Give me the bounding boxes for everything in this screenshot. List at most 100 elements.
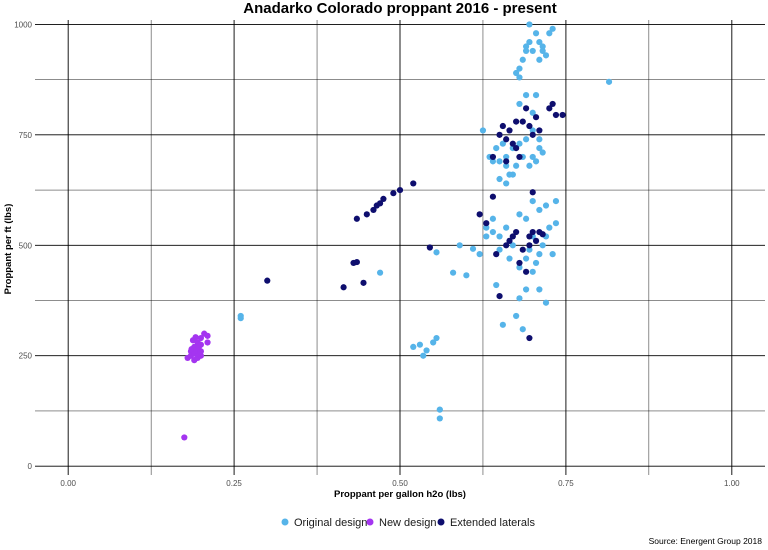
extended-laterals-point xyxy=(529,228,536,236)
y-axis-title: Proppant per ft (lbs) xyxy=(3,204,14,295)
extended-laterals-legend-label: Extended laterals xyxy=(450,517,535,529)
extended-laterals-point xyxy=(526,334,533,342)
original-design-point xyxy=(536,251,543,258)
x-tick-label: 0.50 xyxy=(392,479,408,488)
original-design-point xyxy=(516,295,523,302)
original-design-point xyxy=(513,69,520,77)
extended-laterals-point xyxy=(353,215,360,222)
original-design-point xyxy=(526,246,533,253)
extended-laterals-point xyxy=(516,259,523,267)
extended-laterals-point xyxy=(522,268,530,275)
original-design-legend-marker xyxy=(281,518,289,526)
extended-laterals-point xyxy=(380,195,387,203)
original-design-point xyxy=(489,158,497,165)
original-design-point xyxy=(489,215,497,222)
original-design-point xyxy=(519,56,526,63)
original-design-point xyxy=(449,269,457,276)
legend: Original design New design Extended latera… xyxy=(281,517,535,529)
original-design-point xyxy=(513,162,520,169)
original-design-point xyxy=(536,206,543,214)
original-design-point xyxy=(539,43,546,50)
extended-laterals-point xyxy=(529,189,536,196)
extended-laterals-point xyxy=(536,127,543,134)
extended-laterals-point xyxy=(549,100,556,108)
extended-laterals-point xyxy=(526,122,533,130)
extended-laterals-point xyxy=(360,279,367,286)
original-design-point xyxy=(532,30,540,37)
source-caption: Source: Energent Group 2018 xyxy=(649,536,763,546)
extended-laterals-point xyxy=(539,231,546,238)
extended-laterals-point xyxy=(476,211,483,218)
extended-laterals-point xyxy=(426,244,433,251)
original-design-point xyxy=(529,268,536,275)
new-design-point xyxy=(197,334,205,342)
original-design-point xyxy=(542,202,550,209)
original-design-point xyxy=(436,406,443,413)
new-design-point xyxy=(188,346,195,353)
original-design-point xyxy=(529,198,536,205)
data-points xyxy=(181,21,613,441)
original-design-point xyxy=(546,30,553,37)
original-design-point xyxy=(526,38,533,46)
original-design-point xyxy=(493,145,500,152)
extended-laterals-point xyxy=(559,111,566,119)
original-design-point xyxy=(493,281,500,289)
extended-laterals-point xyxy=(353,258,360,266)
original-design-point xyxy=(423,347,430,354)
original-design-point xyxy=(522,91,530,99)
original-design-point xyxy=(536,38,543,46)
extended-laterals-point xyxy=(483,220,490,227)
extended-laterals-point xyxy=(503,242,510,249)
extended-laterals-point xyxy=(546,105,553,112)
original-design-point xyxy=(516,264,523,271)
original-design-point xyxy=(416,341,424,348)
original-design-point xyxy=(542,52,550,59)
extended-laterals-point xyxy=(503,158,510,165)
extended-laterals-point xyxy=(340,284,347,291)
extended-laterals-point xyxy=(496,292,503,300)
original-design-point xyxy=(552,198,560,205)
original-design-point xyxy=(410,343,417,350)
original-design-point xyxy=(539,242,546,249)
extended-laterals-point xyxy=(396,186,404,194)
original-design-point xyxy=(532,259,540,267)
extended-laterals-point xyxy=(552,111,560,119)
original-design-point xyxy=(605,78,613,85)
extended-laterals-point xyxy=(390,190,397,197)
extended-laterals-point xyxy=(506,237,513,244)
original-design-point xyxy=(516,140,523,147)
new-design-point xyxy=(204,332,211,339)
grid xyxy=(35,20,765,475)
extended-laterals-legend-marker xyxy=(437,518,445,526)
original-design-point xyxy=(522,215,530,222)
new-design-legend-label: New design xyxy=(379,517,436,529)
extended-laterals-point xyxy=(506,127,513,134)
original-design-point xyxy=(496,175,503,183)
original-design-point xyxy=(489,228,497,236)
extended-laterals-point xyxy=(516,153,523,161)
y-tick-label: 1000 xyxy=(14,20,32,29)
new-design-point xyxy=(204,339,211,346)
original-design-point xyxy=(376,269,384,276)
extended-laterals-point xyxy=(532,237,540,244)
original-design-point xyxy=(483,224,490,231)
original-design-point xyxy=(526,162,533,169)
original-design-point xyxy=(536,145,543,152)
original-design-point xyxy=(506,171,513,178)
extended-laterals-point xyxy=(513,145,520,152)
extended-laterals-point xyxy=(513,228,520,236)
original-design-point xyxy=(522,255,530,262)
extended-laterals-point xyxy=(363,211,370,218)
original-design-point xyxy=(456,242,463,249)
chart-title: Anadarko Colorado proppant 2016 - presen… xyxy=(243,0,556,17)
extended-laterals-point xyxy=(370,206,377,214)
original-design-point xyxy=(536,136,543,143)
original-design-point xyxy=(499,321,506,328)
original-design-point xyxy=(529,109,536,116)
extended-laterals-point xyxy=(529,131,536,138)
extended-laterals-point xyxy=(493,251,500,258)
extended-laterals-point xyxy=(526,233,533,240)
original-design-legend-label: Original design xyxy=(294,517,367,529)
original-design-point xyxy=(519,326,526,333)
extended-laterals-point xyxy=(376,200,384,207)
